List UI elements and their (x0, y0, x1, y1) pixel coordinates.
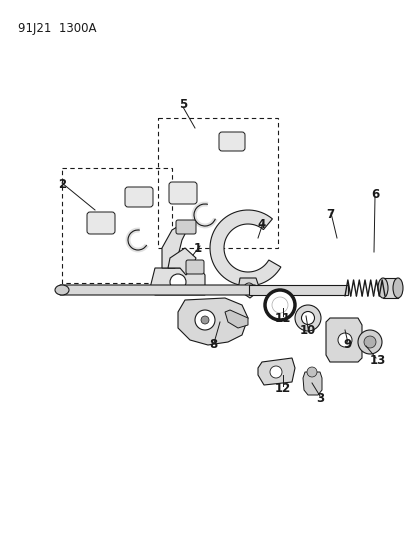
FancyBboxPatch shape (176, 220, 195, 234)
Text: 13: 13 (369, 353, 385, 367)
Ellipse shape (294, 305, 320, 331)
Polygon shape (302, 372, 321, 395)
Text: 8: 8 (209, 338, 216, 351)
Text: 2: 2 (58, 179, 66, 191)
Polygon shape (257, 358, 294, 385)
Polygon shape (178, 298, 247, 345)
Bar (158, 118, 277, 248)
Polygon shape (150, 268, 204, 295)
Ellipse shape (392, 278, 402, 298)
Polygon shape (237, 278, 259, 298)
Bar (62, 168, 171, 283)
Text: 3: 3 (315, 392, 323, 405)
Polygon shape (248, 285, 347, 295)
Text: 9: 9 (343, 338, 351, 351)
Polygon shape (325, 318, 361, 362)
FancyBboxPatch shape (185, 260, 204, 274)
FancyBboxPatch shape (169, 182, 197, 204)
Ellipse shape (264, 290, 294, 320)
Circle shape (357, 330, 381, 354)
Polygon shape (168, 248, 195, 275)
Ellipse shape (301, 311, 314, 325)
Text: 7: 7 (325, 208, 333, 222)
Text: 11: 11 (274, 311, 290, 325)
Circle shape (363, 336, 375, 348)
Circle shape (269, 366, 281, 378)
FancyBboxPatch shape (218, 132, 244, 151)
FancyBboxPatch shape (125, 187, 153, 207)
Text: 12: 12 (274, 382, 290, 394)
Text: 6: 6 (370, 189, 378, 201)
Circle shape (170, 274, 185, 290)
Circle shape (306, 367, 316, 377)
Polygon shape (382, 278, 397, 298)
Text: 10: 10 (299, 324, 316, 336)
Polygon shape (224, 310, 247, 328)
Text: 91J21  1300A: 91J21 1300A (18, 22, 96, 35)
Polygon shape (60, 285, 259, 295)
Ellipse shape (55, 285, 69, 295)
Polygon shape (161, 224, 188, 268)
Circle shape (243, 283, 254, 293)
FancyBboxPatch shape (87, 212, 115, 234)
Text: 1: 1 (193, 241, 202, 254)
Text: 5: 5 (178, 99, 187, 111)
Ellipse shape (271, 297, 287, 313)
Circle shape (337, 333, 351, 347)
Text: 4: 4 (257, 219, 266, 231)
Polygon shape (209, 210, 280, 286)
Circle shape (201, 316, 209, 324)
Ellipse shape (377, 278, 387, 298)
Circle shape (195, 310, 214, 330)
